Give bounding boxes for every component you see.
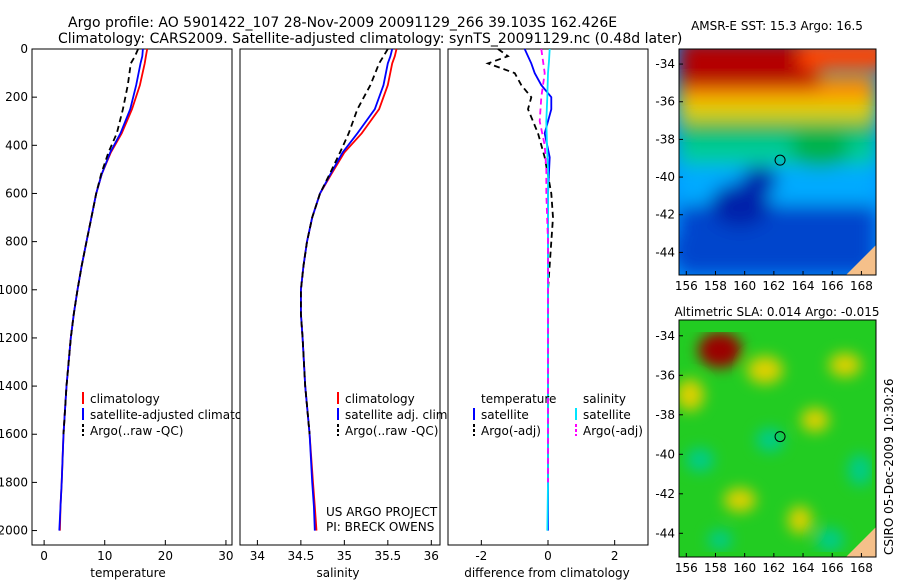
temperature-ytick-label: 1400 [0,379,28,393]
difference-legend: temperature salinity satellite Argo(-adj… [473,392,643,438]
sst-lon-tick-label: 166 [821,279,844,293]
sst-lon-tick-label: 168 [850,279,873,293]
legend-label-argo-raw: Argo(..raw -QC) [90,424,183,438]
sla-lon-tick-label: 160 [733,561,756,575]
salinity-xtick-label: 35.5 [374,549,401,563]
legend-label-sal-argo: Argo(-adj) [583,424,643,438]
sla-map-frame [678,319,877,558]
difference-xtick-label: 0 [544,549,552,563]
sla-lat-tick-label: -40 [655,447,675,461]
temperature-ytick-label: 1000 [0,283,28,297]
temperature-ytick-label: 1200 [0,331,28,345]
legend-label-temp-satellite: satellite [481,408,529,422]
temperature-series-2 [62,48,139,435]
sla-lon-tick-label: 164 [792,561,815,575]
sst-lat-tick-label: -38 [655,132,675,146]
legend-label-argo-raw: Argo(..raw -QC) [345,424,438,438]
header-line-2: Climatology: CARS2009. Satellite-adjuste… [58,31,682,47]
sst-map-frame [678,48,877,276]
temperature-profile-panel: 0 200 400 600 800 1000 1200 1400 1600 1800 2000 0 10… [0,42,268,580]
temperature-series-1 [58,48,144,531]
sla-lat-tick-label: -34 [655,329,675,343]
sst-lat-tick-label: -34 [655,57,675,71]
sst-lat-tick-label: -40 [655,170,675,184]
legend-label-sal-satellite: satellite [583,408,631,422]
sla-argo-location-marker [774,431,786,443]
sst-lon-tick-label: 158 [704,279,727,293]
difference-xlabel: difference from climatology [464,566,630,580]
temperature-ytick-label: 1800 [0,475,28,489]
sst-heatmap [679,49,876,275]
legend-label-satellite-adjusted: satellite-adjusted climatology [90,408,268,422]
salinity-xtick-label: 34 [250,549,265,563]
sst-lon-tick-label: 160 [733,279,756,293]
sla-lat-tick-label: -38 [655,408,675,422]
salinity-legend: climatology satellite adj. clim. Argo(..… [337,392,451,438]
difference-profile-panel: -2 0 2 difference from climatology tempera… [447,48,649,580]
sla-heatmap [679,320,876,557]
difference-xtick-label: 2 [611,549,619,563]
sst-lon-tick-label: 162 [762,279,785,293]
sla-land-mask [846,527,876,557]
temperature-xlabel: temperature [90,566,165,580]
sla-lat-tick-label: -36 [655,368,675,382]
salinity-xtick-label: 36 [424,549,439,563]
sla-lon-tick-label: 168 [850,561,873,575]
header-line-1: Argo profile: AO 5901422_107 28-Nov-2009… [68,15,617,31]
salinity-xtick-label: 35 [337,549,352,563]
legend-label-temp-argo: Argo(-adj) [481,424,541,438]
temperature-ytick-label: 2000 [0,524,28,538]
temperature-ytick-label: 600 [5,186,28,200]
temperature-xtick-label: 0 [40,549,48,563]
temperature-ytick-label: 400 [5,138,28,152]
sla-lon-tick-label: 166 [821,561,844,575]
temperature-ytick-label: 200 [5,90,28,104]
legend-title-salinity: salinity [583,392,626,406]
temperature-plot-frame [31,48,233,546]
sst-map-panel: AMSR-E SST: 15.3 Argo: 16.5 156 158 160 162 [655,19,877,293]
legend-label-climatology: climatology [345,392,415,406]
salinity-profile-panel: 34 34.5 35 35.5 36 salinity climatology sate… [239,48,451,580]
sla-map-panel: Altimetric SLA: 0.014 Argo: -0.015 156 15 [655,305,879,575]
sst-lat-tick-label: -44 [655,245,675,259]
sla-lat-tick-label: -44 [655,526,675,540]
sst-land-mask [846,245,876,275]
difference-series-3 [538,48,549,483]
difference-xtick-label: -2 [475,549,487,563]
legend-label-satellite-adj: satellite adj. clim. [345,408,451,422]
temperature-xtick-label: 20 [158,549,173,563]
temperature-ytick-label: 0 [20,42,28,56]
salinity-xtick-label: 34.5 [288,549,315,563]
sst-lon-tick-label: 156 [675,279,698,293]
temperature-xtick-label: 30 [218,549,233,563]
sla-lat-tick-label: -42 [655,487,675,501]
salinity-xlabel: salinity [316,566,359,580]
csiro-timestamp: CSIRO 05-Dec-2009 10:30:26 [882,378,896,555]
project-line-2: PI: BRECK OWENS [326,520,434,534]
project-line-1: US ARGO PROJECT [326,505,438,519]
sst-lat-tick-label: -42 [655,208,675,222]
temperature-legend: climatology satellite-adjusted climatolo… [82,392,268,438]
sla-lon-tick-label: 158 [704,561,727,575]
sst-map-title: AMSR-E SST: 15.3 Argo: 16.5 [691,19,863,33]
temperature-ytick-label: 800 [5,235,28,249]
salinity-series-2 [299,48,389,435]
legend-label-climatology: climatology [90,392,160,406]
sla-lon-tick-label: 162 [762,561,785,575]
sla-lon-tick-label: 156 [675,561,698,575]
sst-lat-tick-label: -36 [655,95,675,109]
temperature-xtick-label: 10 [97,549,112,563]
legend-title-temperature: temperature [481,392,556,406]
salinity-plot-frame [239,48,441,546]
sla-map-title: Altimetric SLA: 0.014 Argo: -0.015 [674,305,879,319]
sst-lon-tick-label: 164 [792,279,815,293]
sst-argo-location-marker [774,154,786,166]
temperature-ytick-label: 1600 [0,427,28,441]
